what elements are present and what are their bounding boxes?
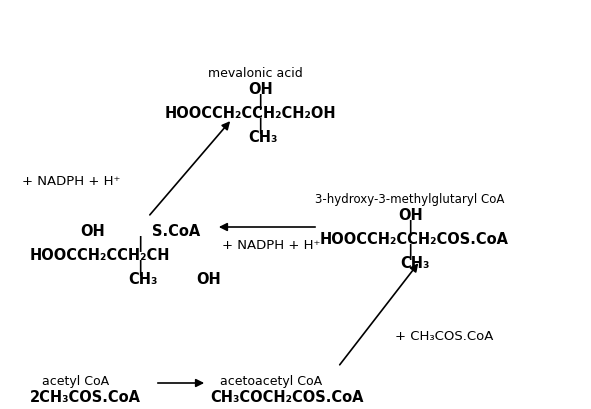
Text: CH₃COCH₂COS.CoA: CH₃COCH₂COS.CoA [210, 389, 363, 404]
Text: + NADPH + H⁺: + NADPH + H⁺ [22, 175, 121, 188]
Text: |: | [137, 236, 142, 252]
Text: CH₃: CH₃ [128, 271, 157, 286]
Text: mevalonic acid: mevalonic acid [208, 67, 303, 80]
Text: |: | [257, 94, 262, 110]
Text: OH: OH [398, 207, 423, 222]
Text: |: | [407, 220, 413, 236]
Text: HOOCCH₂CCH₂CH: HOOCCH₂CCH₂CH [30, 247, 170, 262]
Text: OH: OH [248, 82, 273, 97]
Text: CH₃: CH₃ [248, 130, 277, 145]
Text: acetyl CoA: acetyl CoA [42, 374, 109, 387]
Text: |: | [257, 118, 262, 134]
Text: 2CH₃COS.CoA: 2CH₃COS.CoA [30, 389, 141, 404]
Text: |: | [407, 243, 413, 259]
Text: acetoacetyl CoA: acetoacetyl CoA [220, 374, 322, 387]
Text: S.CoA: S.CoA [152, 223, 200, 238]
Text: OH: OH [80, 223, 105, 238]
Text: OH: OH [196, 271, 221, 286]
Text: + NADPH + H⁺: + NADPH + H⁺ [222, 238, 320, 252]
Text: HOOCCH₂CCH₂CH₂OH: HOOCCH₂CCH₂CH₂OH [165, 106, 337, 121]
Text: CH₃: CH₃ [400, 255, 430, 270]
Text: 3-hydroxy-3-methylglutaryl CoA: 3-hydroxy-3-methylglutaryl CoA [315, 193, 504, 205]
Text: |: | [137, 259, 142, 275]
Text: + CH₃COS.CoA: + CH₃COS.CoA [395, 329, 493, 342]
Text: HOOCCH₂CCH₂COS.CoA: HOOCCH₂CCH₂COS.CoA [320, 231, 509, 246]
